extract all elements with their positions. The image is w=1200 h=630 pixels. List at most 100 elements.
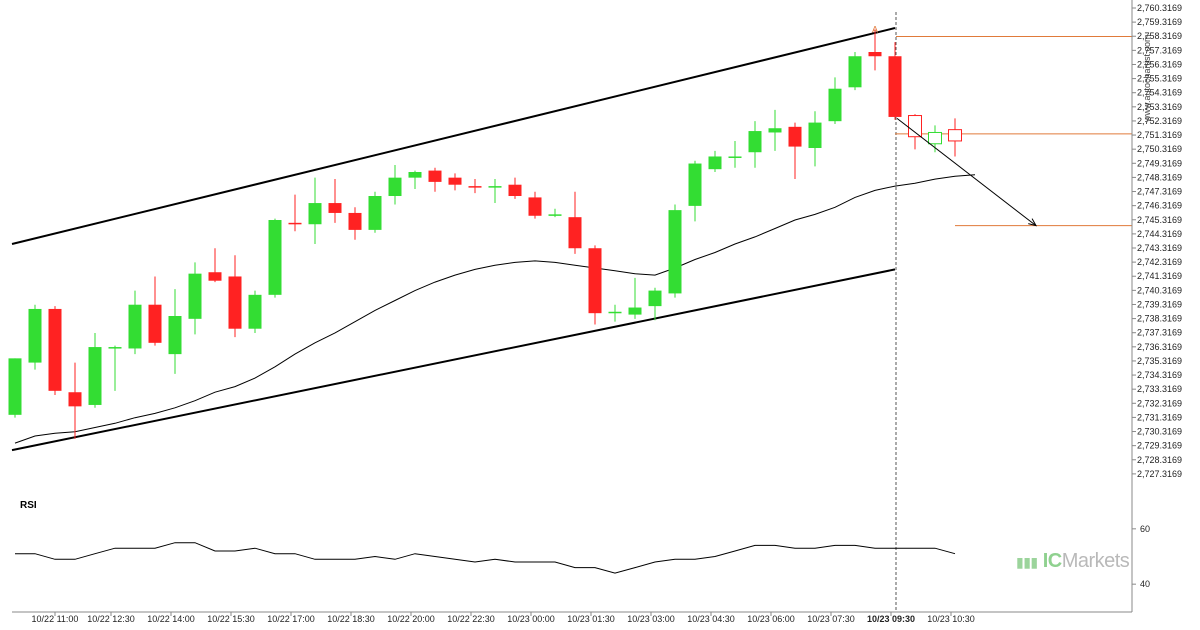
- rsi-label: RSI: [20, 500, 37, 511]
- candle-body: [328, 203, 342, 213]
- x-tick-label: 10/23 06:00: [747, 614, 795, 624]
- x-tick-label: 10/22 12:30: [87, 614, 135, 624]
- candle-body: [828, 88, 842, 122]
- candle-body: [808, 122, 822, 149]
- candle-body: [248, 294, 262, 329]
- x-tick-label: 10/23 01:30: [567, 614, 615, 624]
- x-tick-label: 10/22 20:00: [387, 614, 435, 624]
- upper-channel-line: [11, 27, 896, 245]
- pattern-point-label: A: [872, 24, 878, 34]
- y-tick-label: 2,760.3169: [1137, 3, 1182, 13]
- rsi-y-tick-label: 40: [1140, 579, 1150, 589]
- x-tick-label: 10/22 14:00: [147, 614, 195, 624]
- y-tick-label: 2,727.3169: [1137, 469, 1182, 479]
- y-tick-label: 2,746.3169: [1137, 201, 1182, 211]
- y-tick-label: 2,738.3169: [1137, 314, 1182, 324]
- moving-average-line: [14, 174, 976, 444]
- candle-body: [68, 392, 82, 407]
- y-tick-label: 2,748.3169: [1137, 172, 1182, 182]
- watermark-suffix: Markets: [1061, 550, 1130, 572]
- candle-body: [88, 347, 102, 405]
- y-tick-label: 2,733.3169: [1137, 384, 1182, 394]
- candle-body: [368, 196, 382, 230]
- candle-body: [288, 222, 302, 225]
- candle-body: [768, 128, 782, 133]
- x-tick-label: 10/22 18:30: [327, 614, 375, 624]
- y-tick-label: 2,732.3169: [1137, 398, 1182, 408]
- y-tick-label: 2,754.3169: [1137, 88, 1182, 98]
- y-tick-label: 2,734.3169: [1137, 370, 1182, 380]
- candle-body: [588, 248, 602, 314]
- candle-body: [468, 186, 482, 188]
- candle-body: [228, 276, 242, 329]
- rsi-panel: RSI 60 40: [15, 500, 1150, 589]
- pattern-candle-body: [908, 115, 922, 138]
- y-tick-label: 2,740.3169: [1137, 285, 1182, 295]
- candle-body: [528, 197, 542, 216]
- forecast-arrow-head: [1028, 218, 1038, 227]
- y-tick-label: 2,728.3169: [1137, 455, 1182, 465]
- vertical-source-label: www.autochartist.com: [1140, 12, 1154, 123]
- y-tick-label: 2,739.3169: [1137, 299, 1182, 309]
- candle-body: [508, 184, 522, 197]
- candle-body: [628, 307, 642, 315]
- axes: 2,760.3169 2,759.3169 2,758.3169 2,757.3169…: [12, 0, 1182, 624]
- candle-body: [108, 347, 122, 349]
- y-tick-label: 2,736.3169: [1137, 342, 1182, 352]
- y-tick-label: 2,737.3169: [1137, 328, 1182, 338]
- candle-body: [128, 304, 142, 349]
- source-url-text: www.autochartist.com: [1142, 34, 1152, 122]
- candle-body: [748, 131, 762, 153]
- candle-body: [388, 177, 402, 197]
- x-tick-label: 10/23 07:30: [807, 614, 855, 624]
- candle-body: [608, 311, 622, 314]
- candle-body: [8, 358, 22, 415]
- x-tick-label: 10/23 03:00: [627, 614, 675, 624]
- candle-body: [868, 52, 882, 57]
- watermark-bars-icon: ▮▮▮: [1016, 554, 1038, 570]
- y-tick-label: 2,745.3169: [1137, 215, 1182, 225]
- candle-body: [668, 210, 682, 294]
- x-tick-label: 10/22 15:30: [207, 614, 255, 624]
- y-tick-label: 2,729.3169: [1137, 441, 1182, 451]
- y-tick-label: 2,756.3169: [1137, 59, 1182, 69]
- forecast-arrow-line: [896, 117, 1037, 227]
- candle-body: [548, 214, 562, 216]
- candle-body: [148, 304, 162, 343]
- y-tick-label: 2,730.3169: [1137, 427, 1182, 437]
- lower-channel-line: [11, 268, 896, 452]
- candle-body: [408, 172, 422, 178]
- x-tick-label: 10/23 04:30: [687, 614, 735, 624]
- y-tick-label: 2,747.3169: [1137, 187, 1182, 197]
- candle-body: [208, 272, 222, 281]
- candle-body: [428, 170, 442, 182]
- rsi-line: [15, 542, 956, 574]
- price-panel: A: [8, 12, 1132, 612]
- y-tick-label: 2,750.3169: [1137, 144, 1182, 154]
- rsi-y-tick-label: 60: [1140, 524, 1150, 534]
- candle-body: [168, 316, 182, 355]
- candle-body: [688, 163, 702, 206]
- y-tick-label: 2,759.3169: [1137, 17, 1182, 27]
- y-tick-label: 2,741.3169: [1137, 271, 1182, 281]
- candle-body: [188, 273, 202, 319]
- candle-body: [448, 177, 462, 185]
- pattern-candle-body: [948, 129, 962, 142]
- x-tick-label: 10/23 00:00: [507, 614, 555, 624]
- candle-body: [848, 56, 862, 88]
- x-tick-label: 10/22 17:00: [267, 614, 315, 624]
- candle-body: [28, 308, 42, 363]
- candle-body: [788, 126, 802, 147]
- candle-body: [648, 290, 662, 307]
- y-tick-label: 2,742.3169: [1137, 257, 1182, 267]
- y-tick-label: 2,753.3169: [1137, 102, 1182, 112]
- y-tick-label: 2,731.3169: [1137, 412, 1182, 422]
- broker-watermark: ▮▮▮ ICMarkets: [1016, 550, 1130, 573]
- x-tick-label: 10/23 10:30: [927, 614, 975, 624]
- y-tick-label: 2,743.3169: [1137, 243, 1182, 253]
- candle-body: [268, 220, 282, 295]
- candle-body: [708, 156, 722, 170]
- y-tick-label: 2,744.3169: [1137, 229, 1182, 239]
- x-tick-label: 10/22 22:30: [447, 614, 495, 624]
